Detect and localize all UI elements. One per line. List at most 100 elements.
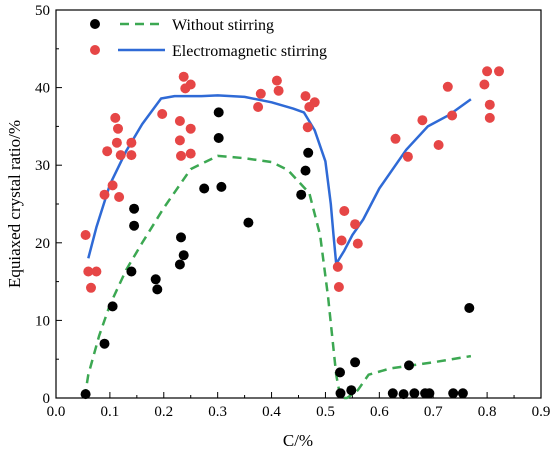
without-stirring-point [448, 388, 459, 399]
without-stirring-trend-line [83, 154, 472, 400]
electromagnetic-stirring-point [126, 137, 137, 148]
y-tick-label: 10 [35, 313, 50, 329]
electromagnetic-stirring-point [255, 88, 266, 99]
electromagnetic-stirring-point [350, 219, 361, 230]
without-stirring-point [398, 389, 409, 400]
without-stirring-point [178, 250, 189, 261]
electromagnetic-stirring-point [484, 99, 495, 110]
series-layer [80, 66, 504, 400]
electromagnetic-stirring-point [309, 97, 320, 108]
without-stirring-point [99, 338, 110, 349]
electromagnetic-stirring-point [114, 192, 125, 202]
without-stirring-point [404, 360, 414, 371]
electromagnetic-stirring-point [102, 146, 113, 157]
without-stirring-point [126, 266, 137, 277]
electromagnetic-stirring-point [253, 102, 264, 112]
electromagnetic-stirring-point [402, 151, 413, 162]
electromagnetic-stirring-point [176, 150, 186, 161]
legend-label-electromagnetic-stirring: Electromagnetic stirring [172, 43, 327, 60]
without-stirring-point [387, 388, 398, 399]
without-stirring-point [346, 385, 357, 396]
electromagnetic-stirring-point [482, 66, 493, 77]
electromagnetic-stirring-point [442, 81, 453, 92]
without-stirring-point [80, 389, 91, 400]
electromagnetic-stirring-point [115, 150, 126, 161]
without-stirring-point [176, 232, 186, 243]
without-stirring-point [199, 183, 210, 194]
electromagnetic-stirring-point [332, 261, 343, 272]
legend-marker-without-stirring [90, 19, 100, 29]
electromagnetic-stirring-point [185, 123, 196, 134]
electromagnetic-stirring-point [107, 180, 118, 191]
axis-ticks: 0.0 0.1 0.2 0.3 0.4 0.5 0.6 0.7 0.8 0.9 0 10 20 30 40 5… [35, 3, 550, 420]
electromagnetic-stirring-point [273, 85, 284, 96]
electromagnetic-stirring-point [479, 79, 490, 90]
legend-label-without-stirring: Without stirring [172, 17, 274, 34]
x-tick-label: 0.8 [478, 404, 497, 420]
electromagnetic-stirring-point [433, 140, 444, 150]
y-tick-label: 40 [35, 81, 50, 97]
electromagnetic-stirring-point [417, 115, 428, 126]
electromagnetic-stirring-point [271, 75, 282, 86]
y-tick-label: 0 [43, 391, 51, 407]
electromagnetic-stirring-point [174, 135, 185, 146]
electromagnetic-stirring-point [185, 79, 196, 90]
electromagnetic-stirring-point [126, 150, 137, 161]
electromagnetic-stirring-point [390, 133, 401, 144]
electromagnetic-stirring-point [110, 112, 121, 123]
electromagnetic-stirring-point [494, 66, 504, 77]
y-tick-label: 30 [35, 158, 50, 174]
electromagnetic-stirring-point [484, 112, 495, 123]
without-stirring-point [174, 259, 185, 270]
plot-frame [55, 9, 542, 399]
without-stirring-point [129, 203, 140, 214]
without-stirring-point [335, 367, 345, 378]
without-stirring-point [464, 303, 475, 313]
electromagnetic-stirring-point [113, 123, 123, 134]
electromagnetic-stirring-point [302, 122, 313, 133]
electromagnetic-stirring-point [339, 206, 350, 216]
x-tick-label: 0.3 [208, 404, 227, 420]
legend-marker-electromagnetic-stirring [90, 45, 100, 55]
without-stirring-point [300, 165, 311, 176]
electromagnetic-stirring-point [111, 137, 122, 148]
electromagnetic-stirring-point [83, 266, 94, 277]
electromagnetic-stirring-point [447, 110, 458, 121]
electromagnetic-stirring-point [80, 230, 91, 240]
without-stirring-point [350, 357, 361, 368]
without-stirring-point [335, 388, 346, 399]
y-axis-title: Equiaxed crystal ratio/% [5, 120, 24, 288]
x-axis-title: C/% [283, 431, 313, 450]
electromagnetic-stirring-point [352, 238, 363, 249]
without-stirring-point [129, 220, 140, 231]
without-stirring-point [213, 133, 224, 143]
electromagnetic-stirring-point [86, 282, 96, 293]
without-stirring-point [424, 388, 435, 399]
electromagnetic-stirring-point [300, 91, 311, 102]
without-stirring-point [303, 147, 314, 158]
electromagnetic-stirring-point [91, 266, 102, 277]
electromagnetic-stirring-point [336, 235, 347, 246]
without-stirring-point [296, 189, 307, 200]
electromagnetic-stirring-point [174, 116, 185, 126]
without-stirring-point [150, 274, 161, 285]
x-tick-label: 0.6 [370, 404, 389, 420]
x-tick-label: 0.0 [47, 404, 66, 420]
without-stirring-point [457, 388, 468, 399]
electromagnetic-stirring-point [157, 109, 168, 119]
without-stirring-point [216, 181, 227, 192]
electromagnetic-stirring-point [178, 71, 189, 82]
x-tick-label: 0.5 [316, 404, 335, 420]
y-tick-label: 20 [35, 236, 50, 252]
without-stirring-point [409, 388, 420, 399]
x-tick-label: 0.1 [101, 404, 120, 420]
x-tick-label: 0.4 [262, 404, 281, 420]
without-stirring-point [243, 217, 254, 228]
legend: Without stirring Electromagnetic stirrin… [90, 17, 327, 60]
y-tick-label: 50 [35, 3, 50, 19]
electromagnetic-stirring-trend-line [87, 94, 472, 266]
electromagnetic-stirring-point [185, 148, 196, 159]
x-tick-label: 0.2 [154, 404, 173, 420]
without-stirring-point [213, 107, 224, 118]
